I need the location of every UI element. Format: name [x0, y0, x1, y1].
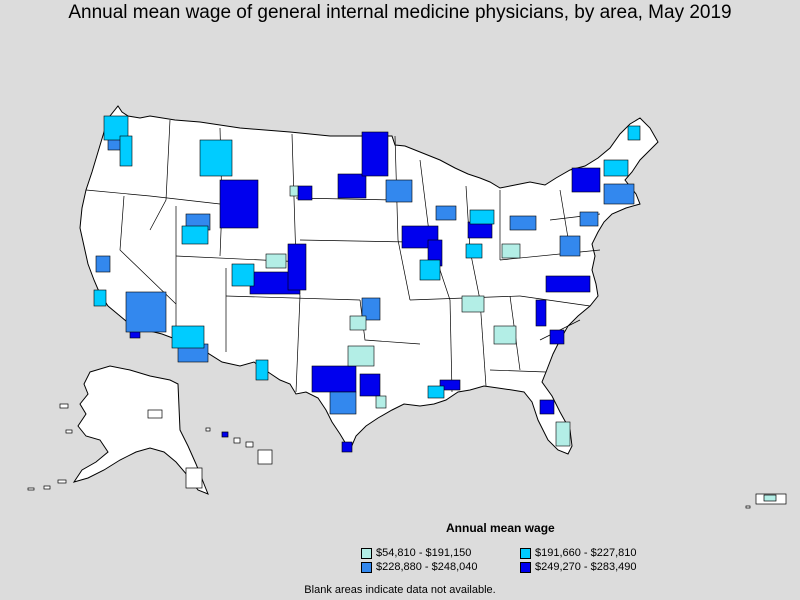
map-title: Annual mean wage of general internal med…	[68, 2, 732, 23]
hawaii-islands	[205, 427, 273, 465]
legend-item-range-4: $249,270 - $283,490	[520, 561, 637, 573]
legend-label-2: $191,660 - $227,810	[535, 547, 637, 559]
legend-item-range-3: $228,880 - $248,040	[361, 561, 478, 573]
legend-swatch-2	[520, 547, 531, 559]
alaska-outline	[72, 365, 209, 495]
legend-swatch-4	[520, 561, 531, 573]
footnote: Blank areas indicate data not available.	[304, 584, 496, 596]
state-borders	[85, 119, 601, 393]
legend-label-4: $249,270 - $283,490	[535, 561, 637, 573]
legend-swatch-1	[361, 547, 372, 559]
wage-areas	[93, 115, 641, 453]
legend-label-3: $228,880 - $248,040	[376, 561, 478, 573]
legend-swatch-3	[361, 561, 372, 573]
legend-item-range-2: $191,660 - $227,810	[520, 547, 637, 559]
legend-label-1: $54,810 - $191,150	[376, 547, 472, 559]
legend-item-range-1: $54,810 - $191,150	[361, 547, 471, 559]
legend-title: Annual mean wage	[446, 521, 555, 535]
alaska-islands	[27, 403, 203, 491]
puerto-rico	[745, 493, 787, 509]
